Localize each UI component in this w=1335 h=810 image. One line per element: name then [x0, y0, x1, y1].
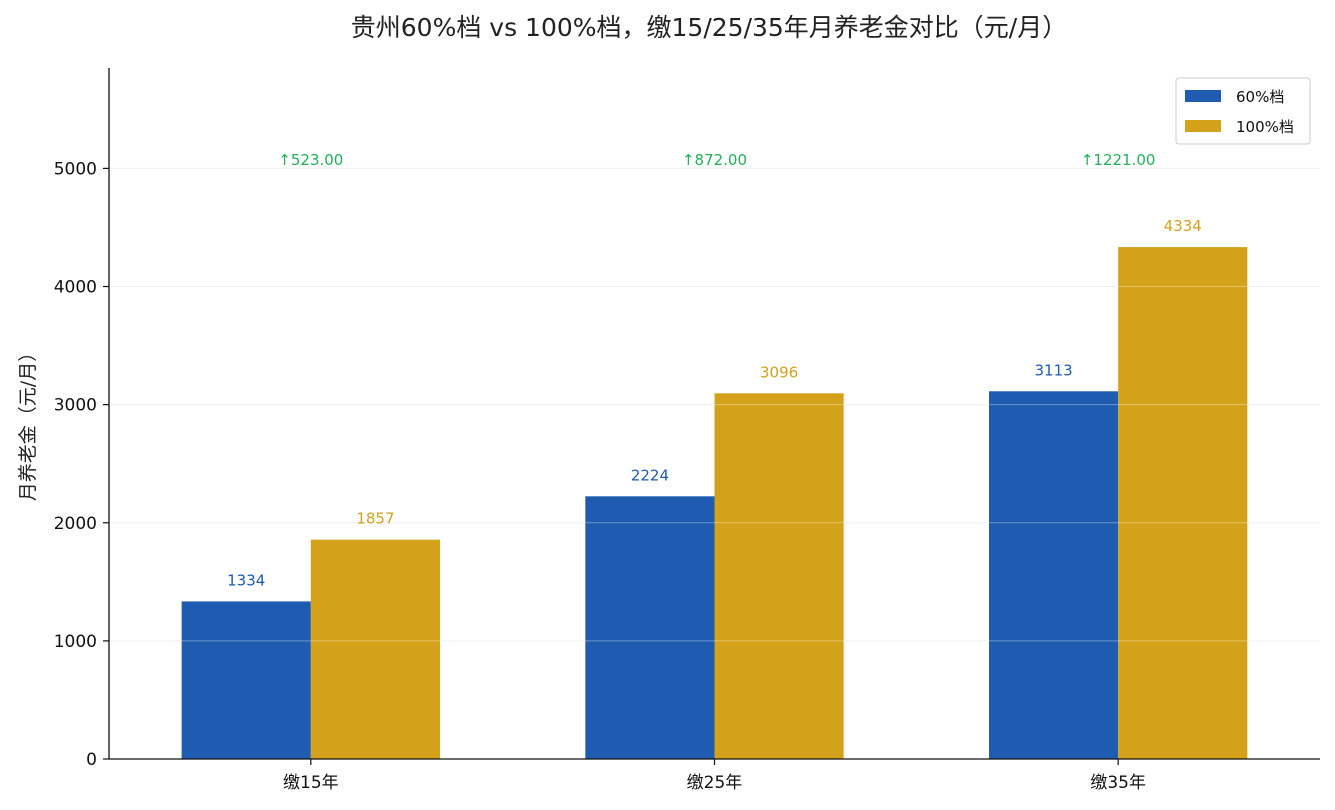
- bar-series-2-1: [714, 393, 844, 759]
- x-ticks: 缴15年 缴25年 缴35年: [283, 759, 1146, 793]
- legend: 60%档 100%档: [1175, 77, 1311, 145]
- bar-series-1-2: [988, 391, 1119, 759]
- difference-label: ↑1221.00: [1081, 151, 1156, 169]
- bar-series-2-2: [1118, 247, 1248, 759]
- legend-swatch: [1185, 90, 1221, 102]
- legend-label: 100%档: [1236, 118, 1294, 136]
- x-tick-label: 缴15年: [283, 773, 339, 793]
- chart-title: 贵州60%档 vs 100%档，缴15/25/35年月养老金对比（元/月）: [351, 13, 1067, 42]
- value-label: 3113: [1034, 361, 1072, 379]
- difference-labels: ↑523.00 ↑872.00 ↑1221.00: [278, 151, 1155, 169]
- legend-label: 60%档: [1236, 88, 1284, 106]
- difference-label: ↑523.00: [278, 151, 343, 169]
- value-label: 1857: [356, 510, 394, 528]
- bars: [109, 167, 1320, 759]
- y-axis-label: 月养老金（元/月）: [17, 343, 39, 501]
- difference-label: ↑872.00: [682, 151, 747, 169]
- y-tick-label: 1000: [54, 632, 97, 652]
- y-tick-label: 4000: [54, 278, 97, 298]
- value-label: 1334: [227, 571, 265, 589]
- value-label: 2224: [631, 466, 669, 484]
- x-tick-label: 缴25年: [687, 773, 743, 793]
- bar-series-1-1: [585, 496, 715, 759]
- bar-series-1-0: [181, 601, 311, 759]
- legend-swatch: [1185, 120, 1221, 132]
- value-label: 4334: [1164, 217, 1202, 235]
- y-tick-label: 2000: [54, 514, 97, 534]
- x-tick-label: 缴35年: [1090, 773, 1146, 793]
- y-tick-label: 5000: [54, 159, 97, 179]
- y-tick-label: 0: [86, 750, 97, 770]
- bar-series-2-0: [310, 539, 441, 759]
- value-label: 3096: [760, 363, 798, 381]
- y-ticks: 0 1000 2000 3000 4000 5000: [54, 159, 109, 770]
- value-labels: 1334 1857 2224 3096 3113 4334: [227, 217, 1202, 589]
- y-tick-label: 3000: [54, 396, 97, 416]
